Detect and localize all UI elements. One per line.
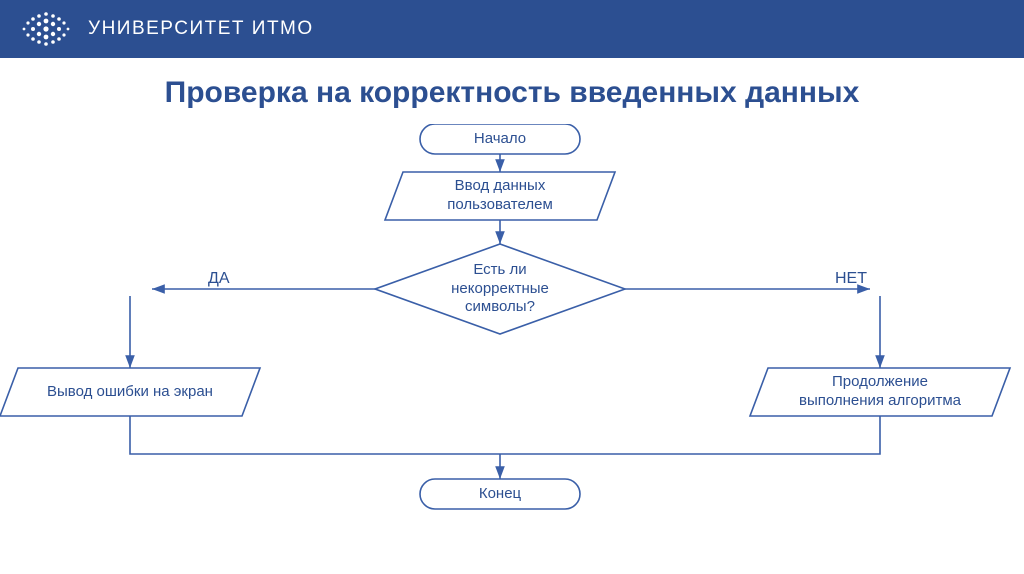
node-label-input: Ввод данныхпользователем xyxy=(385,172,615,220)
branch-label: НЕТ xyxy=(835,270,867,288)
university-name: УНИВЕРСИТЕТ ИТМО xyxy=(88,18,314,40)
node-label-decision: Есть линекорректныесимволы? xyxy=(375,244,625,334)
slide-title: Проверка на корректность введенных данны… xyxy=(0,76,1024,110)
node-label-right: Продолжениевыполнения алгоритма xyxy=(750,368,1010,416)
edge xyxy=(500,416,880,454)
node-label-end: Конец xyxy=(420,479,580,509)
node-label-start: Начало xyxy=(420,124,580,154)
node-label-left: Вывод ошибки на экран xyxy=(0,368,260,416)
itmo-logo-icon xyxy=(18,11,74,47)
flowchart-container: Начало Ввод данныхпользователем Есть линек… xyxy=(0,124,1024,554)
header-bar: УНИВЕРСИТЕТ ИТМО xyxy=(0,0,1024,58)
edge xyxy=(130,416,500,454)
branch-label: ДА xyxy=(208,270,230,288)
